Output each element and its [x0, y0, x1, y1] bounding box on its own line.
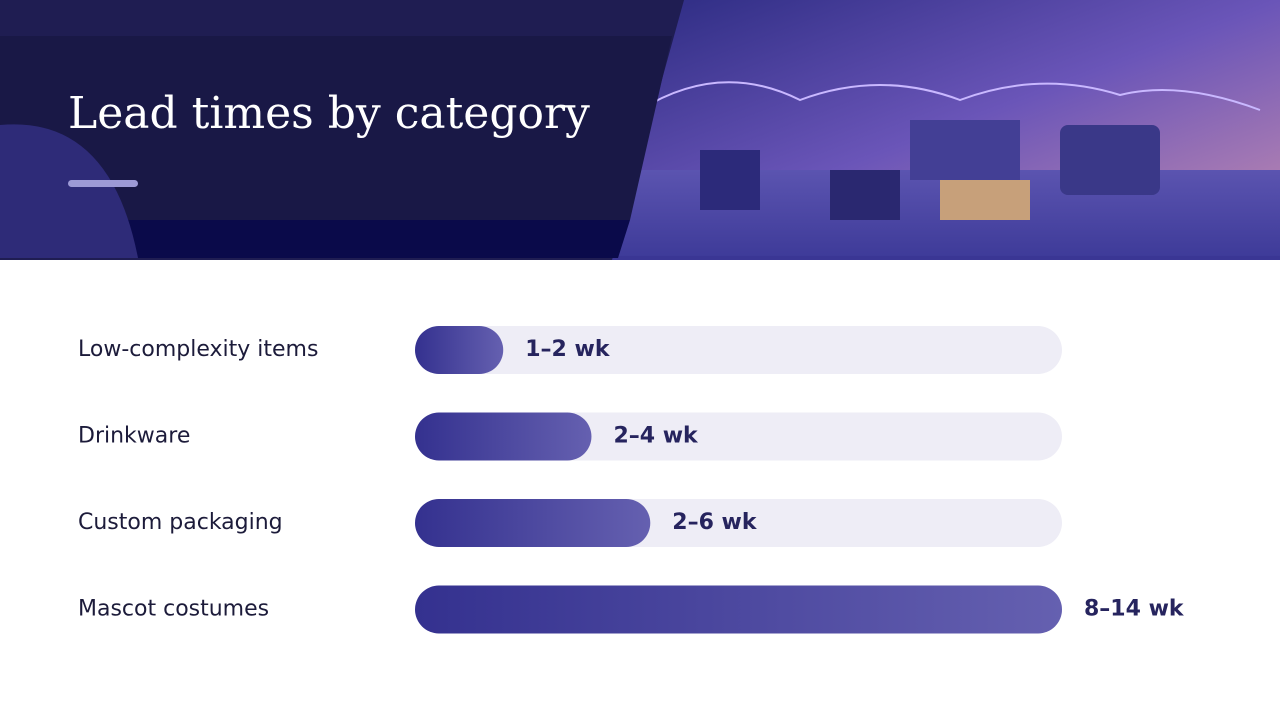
- title-accent: [68, 180, 138, 187]
- value-label: 1–2 wk: [525, 337, 611, 362]
- header-band: [0, 220, 630, 258]
- category-label: Low-complexity items: [78, 337, 318, 362]
- category-label: Mascot costumes: [78, 597, 269, 622]
- value-label: 2–6 wk: [672, 510, 758, 535]
- category-label: Custom packaging: [78, 510, 283, 535]
- value-label: 8–14 wk: [1084, 597, 1185, 622]
- bar-track: [415, 326, 1062, 374]
- bar: [415, 412, 592, 461]
- decor-circle: [0, 124, 138, 258]
- bar: [415, 499, 651, 547]
- chart-title: Lead times by category: [68, 88, 590, 139]
- bar: [415, 585, 1062, 634]
- header-image: [600, 0, 1280, 260]
- category-label: Drinkware: [78, 424, 190, 449]
- header-inner: [0, 36, 672, 220]
- bar: [415, 326, 504, 374]
- value-label: 2–4 wk: [613, 424, 699, 449]
- header-rule: [0, 256, 1280, 260]
